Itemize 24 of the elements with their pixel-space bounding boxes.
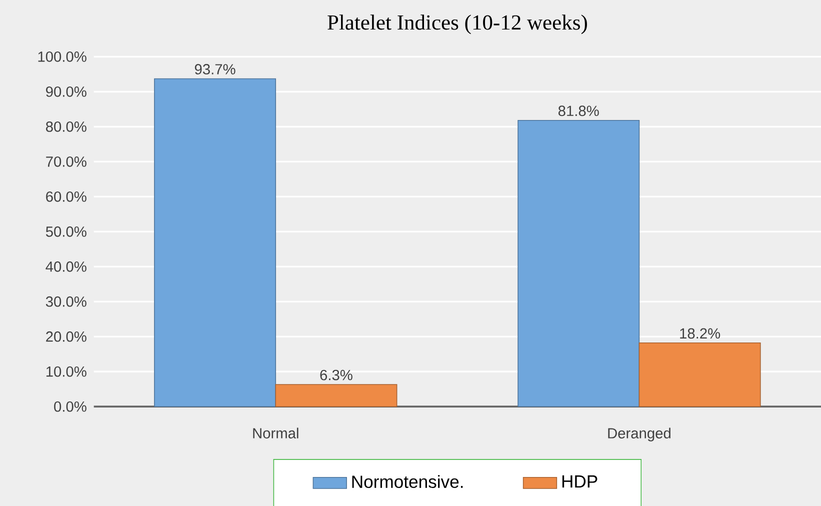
legend-label: Normotensive. (352, 474, 463, 488)
y-tick-label: 90.0% (46, 86, 86, 97)
y-tick-label: 100.0% (38, 51, 86, 62)
y-tick-label: 20.0% (46, 331, 86, 342)
bar (638, 342, 761, 407)
y-tick-label: 80.0% (46, 121, 86, 132)
legend-label: HDP (562, 475, 598, 488)
chart-title: Platelet Indices (10-12 weeks) (328, 14, 587, 34)
y-tick-label: 60.0% (46, 191, 86, 202)
y-tick-label: 40.0% (46, 261, 86, 272)
y-tick-label: 30.0% (46, 296, 86, 307)
data-label: 81.8% (558, 106, 599, 116)
y-tick-label: 70.0% (46, 156, 86, 167)
y-tick-label: 50.0% (46, 226, 86, 237)
x-tick-label: Normal (253, 428, 298, 438)
data-label: 18.2% (680, 328, 720, 338)
bar (154, 78, 276, 407)
y-tick-label: 10.0% (46, 366, 86, 377)
data-label: 93.7% (194, 64, 236, 74)
data-label: 6.3% (320, 370, 352, 380)
x-tick-label: Deranged (608, 428, 670, 442)
y-tick-label: 0.0% (54, 401, 86, 412)
bar (518, 120, 640, 407)
bar (275, 384, 398, 407)
